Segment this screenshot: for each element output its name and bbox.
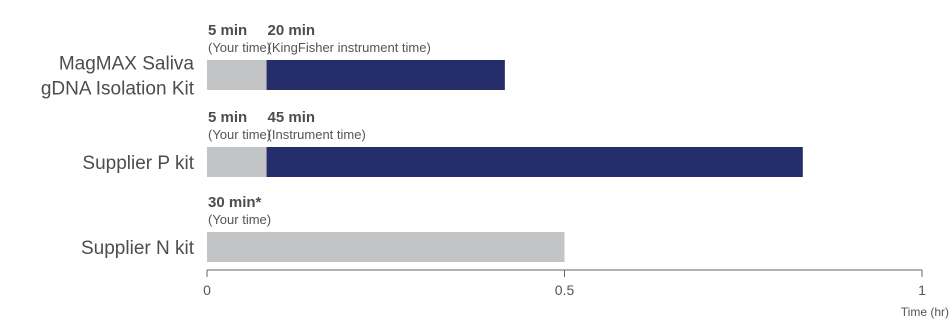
x-axis-label: Time (hr): [901, 305, 949, 319]
x-tick-label: 0: [203, 282, 211, 298]
segment-time-sublabel: (Your time): [208, 40, 271, 55]
category-label: Supplier N kit: [81, 238, 195, 259]
segment-time-sublabel: (Instrument time): [268, 127, 366, 142]
x-axis: 0 0.5 1: [203, 269, 926, 298]
your-time-bar: [207, 147, 267, 177]
your-time-bar: [207, 60, 267, 90]
segment-time-sublabel: (KingFisher instrument time): [268, 40, 431, 55]
instrument-time-bar: [266, 147, 803, 177]
segment-time-label: 20 min: [268, 22, 316, 39]
bars: [207, 60, 803, 262]
your-time-bar: [207, 232, 565, 262]
category-labels: MagMAX Saliva gDNA Isolation Kit Supplier …: [41, 54, 195, 260]
segment-time-sublabel: (Your time): [208, 127, 271, 142]
x-tick-label: 1: [918, 282, 926, 298]
category-label: Supplier P kit: [82, 153, 194, 174]
x-tick-label: 0.5: [555, 282, 575, 298]
segment-time-label: 5 min: [208, 109, 247, 126]
segment-time-label: 45 min: [268, 109, 316, 126]
time-annotations: 5 min(Your time)20 min(KingFisher instru…: [208, 22, 431, 227]
category-label: gDNA Isolation Kit: [41, 79, 195, 100]
segment-time-label: 5 min: [208, 22, 247, 39]
category-label: MagMAX Saliva: [59, 54, 195, 75]
instrument-time-bar: [266, 60, 505, 90]
segment-time-label: 30 min*: [208, 194, 262, 211]
segment-time-sublabel: (Your time): [208, 212, 271, 227]
